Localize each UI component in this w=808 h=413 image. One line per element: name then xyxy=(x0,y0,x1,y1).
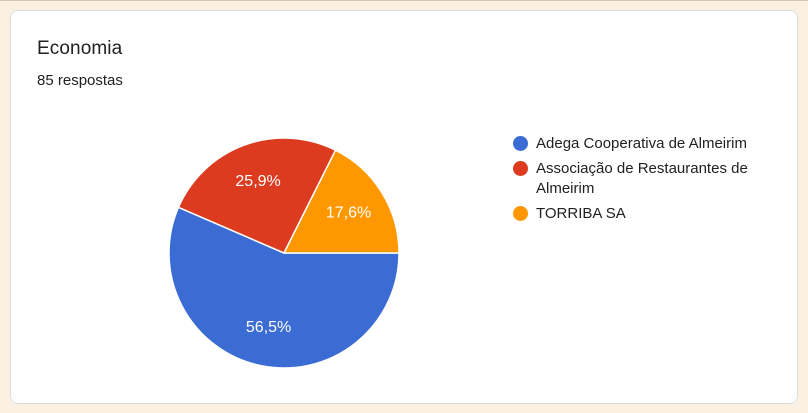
pie-slice-2[interactable] xyxy=(283,149,400,254)
pie-chart-svg: 56,5% 25,9% 17,6% xyxy=(168,137,400,369)
pie-slice-percent-label: 56,5% xyxy=(246,319,291,336)
legend-label: TORRIBA SA xyxy=(536,205,626,222)
window-top-edge xyxy=(0,0,808,1)
legend-item-2: TORRIBA SA xyxy=(513,204,781,224)
pie-slice-percent-label: 17,6% xyxy=(326,205,371,222)
legend-label: Adega Cooperativa de Almeirim xyxy=(536,135,747,152)
question-summary-card: Economia 85 respostas 56,5% 25,9% 17,6% Ad… xyxy=(10,10,798,404)
responses-count: 85 respostas xyxy=(37,72,123,89)
pie-slice-1[interactable] xyxy=(177,137,337,254)
legend-swatch-icon xyxy=(513,206,528,221)
legend-swatch-icon xyxy=(513,161,528,176)
legend-item-0: Adega Cooperativa de Almeirim xyxy=(513,134,781,154)
legend-swatch-icon xyxy=(513,136,528,151)
pie-slice-0[interactable] xyxy=(168,206,400,369)
legend-label: Associação de Restaurantes de Almeirim xyxy=(536,160,748,197)
question-title: Economia xyxy=(37,38,123,59)
pie-chart: 56,5% 25,9% 17,6% xyxy=(164,133,404,373)
legend-item-1: Associação de Restaurantes de Almeirim xyxy=(513,159,781,199)
chart-legend: Adega Cooperativa de Almeirim Associação … xyxy=(513,134,781,229)
pie-slice-percent-label: 25,9% xyxy=(235,173,280,190)
